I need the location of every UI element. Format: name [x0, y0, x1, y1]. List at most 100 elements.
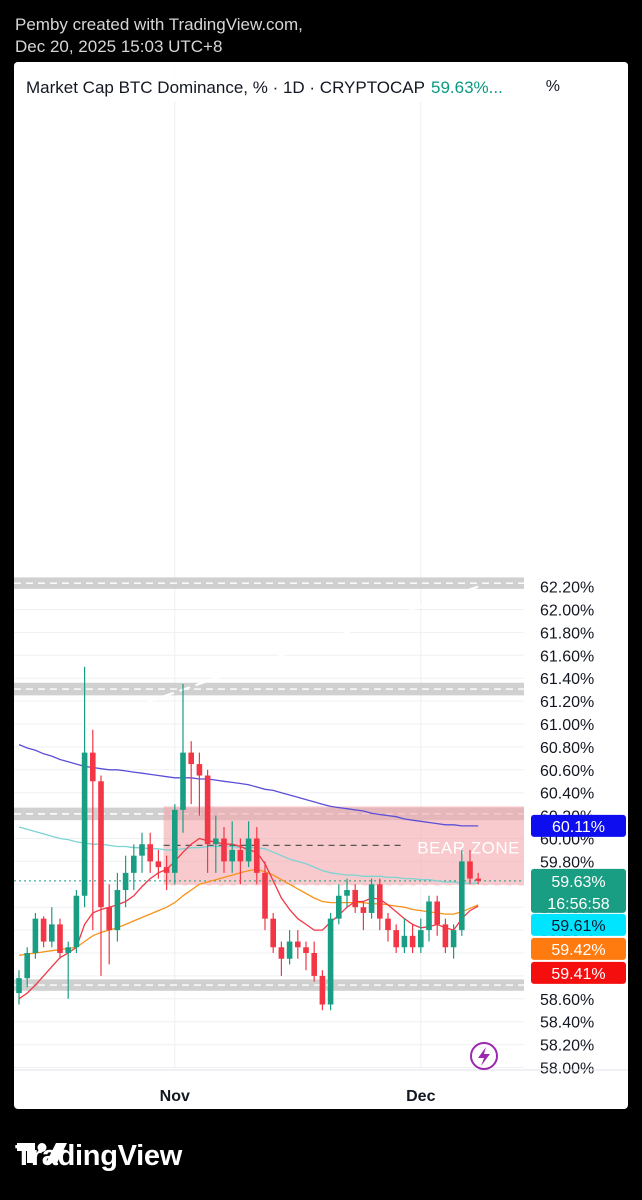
candle-body	[409, 935, 416, 948]
ma-price-tag: 59.42%	[551, 942, 605, 959]
candle-body	[450, 930, 457, 948]
y-axis-tick-label: 61.80%	[540, 625, 594, 642]
title-last-price: 59.63%...	[431, 78, 503, 97]
last-price-tag-bg	[531, 868, 626, 913]
tradingview-brand: TradingView	[15, 1140, 182, 1173]
candle-body	[393, 930, 399, 948]
y-axis-tick-label: 58.00%	[540, 1061, 594, 1078]
candle-body	[360, 907, 367, 913]
candle-body	[131, 855, 137, 873]
price-chart[interactable]: BEAR ZONE 62.20% 62.00% 61.80% 61.60% 61.40% 6…	[14, 62, 628, 1109]
candle-body	[49, 924, 55, 942]
candle-body	[196, 764, 203, 776]
ma-price-tag: 60.11%	[552, 819, 605, 836]
credit-line-2: Dec 20, 2025 15:03 UTC+8	[15, 37, 223, 56]
candle-body	[467, 861, 473, 879]
symbol-title: Market Cap BTC Dominance, % · 1D · CRYPT…	[26, 78, 425, 97]
y-axis-tick-label: 61.60%	[540, 648, 594, 665]
candle-body	[401, 935, 408, 948]
y-axis-tick-label: 61.00%	[540, 717, 594, 734]
x-axis-tick-label: Dec	[406, 1088, 435, 1105]
candle-body	[262, 872, 268, 919]
moving-average-line	[18, 868, 479, 956]
candle-body	[155, 861, 162, 868]
candle-body	[81, 752, 88, 896]
candle-body	[106, 907, 112, 931]
candle-body	[319, 975, 326, 1005]
candle-body	[139, 844, 145, 856]
ma-price-tag: 59.41%	[551, 966, 605, 983]
candle-body	[24, 953, 30, 979]
chart-title: Market Cap BTC Dominance, % · 1D · CRYPT…	[26, 78, 503, 98]
credit-text: Pemby created with TradingView.com, Dec …	[15, 14, 303, 58]
candle-body	[459, 861, 465, 931]
candle-body	[327, 918, 334, 1005]
candle-body	[163, 867, 170, 873]
y-axis-tick-label: 60.40%	[540, 786, 594, 803]
candle-body	[344, 890, 350, 896]
y-axis-tick-label: 60.80%	[540, 740, 594, 757]
candle-body	[172, 809, 178, 873]
candle-body	[278, 947, 285, 959]
candle-body	[40, 918, 47, 942]
candle-body	[352, 890, 358, 908]
candle-body	[442, 924, 449, 948]
ma-price-tag-bg	[531, 814, 626, 837]
candle-body	[213, 838, 219, 845]
candle-body	[245, 838, 252, 862]
candle-body	[377, 884, 383, 919]
y-axis-tick-label: 62.20%	[540, 580, 594, 597]
ma-price-tag: 59.61%	[551, 918, 605, 935]
title-band	[14, 62, 628, 102]
trendline	[18, 585, 479, 748]
candle-body	[32, 918, 39, 953]
ma-price-tag-bg	[531, 913, 626, 936]
candle-body	[368, 884, 375, 913]
candle-body	[475, 878, 481, 881]
candle-body	[65, 947, 71, 953]
candle-body	[221, 838, 227, 862]
y-axis-tick-label: 58.40%	[540, 1015, 594, 1032]
candle-body	[98, 781, 104, 908]
tradingview-logo-icon	[17, 1143, 67, 1163]
candle-body	[73, 895, 80, 948]
candle-body	[237, 849, 244, 862]
ma-price-tag-bg	[531, 937, 626, 960]
candle-body	[385, 918, 391, 931]
y-axis-tick-label: 61.40%	[540, 671, 594, 688]
candle-body	[270, 918, 276, 948]
last-price-tag: 59.63%	[551, 874, 605, 891]
credit-line-1: Pemby created with TradingView.com,	[15, 15, 303, 34]
candle-body	[90, 752, 96, 782]
candle-body	[286, 941, 293, 959]
candle-body	[303, 947, 309, 953]
candle-body	[426, 901, 432, 931]
lightning-icon-bolt	[478, 1047, 490, 1066]
candle-body	[147, 844, 153, 862]
unit-label: %	[545, 78, 560, 95]
y-axis-tick-label: 60.60%	[540, 763, 594, 780]
candle-body	[229, 849, 235, 862]
y-axis-tick-label: 62.00%	[540, 603, 594, 620]
bear-zone-label: BEAR ZONE	[417, 838, 520, 857]
candle-body	[114, 890, 121, 931]
chart-panel[interactable]: BEAR ZONE 62.20% 62.00% 61.80% 61.60% 61.40% 6…	[14, 62, 628, 1109]
y-axis-tick-label: 59.80%	[540, 854, 594, 871]
x-axis-tick-label: Nov	[160, 1088, 190, 1105]
candle-body	[254, 838, 260, 873]
candle-body	[16, 978, 22, 994]
candle-body	[57, 924, 63, 953]
candle-body	[336, 895, 342, 919]
countdown-tag: 16:56:58	[547, 896, 609, 913]
y-axis-tick-label: 61.20%	[540, 694, 594, 711]
candle-body	[311, 953, 317, 976]
candle-body	[204, 775, 211, 845]
y-axis-tick-label: 58.60%	[540, 992, 594, 1009]
ma-price-tag-bg	[531, 961, 626, 984]
y-axis-tick-label: 58.20%	[540, 1038, 594, 1055]
candle-body	[418, 930, 424, 948]
candle-body	[188, 752, 194, 765]
candle-body	[434, 901, 440, 925]
candle-body	[180, 752, 186, 810]
candle-body	[295, 941, 301, 948]
